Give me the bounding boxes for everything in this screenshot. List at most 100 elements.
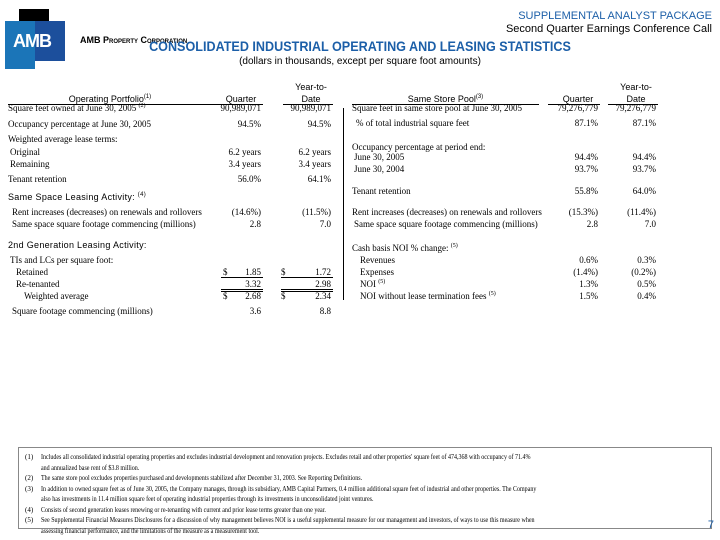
- row-label-text: Expenses: [360, 267, 394, 277]
- row-label-text: Weighted average lease terms:: [8, 134, 118, 144]
- conference-label: Second Quarter Earnings Conference Call: [505, 23, 712, 35]
- row-label: Occupancy percentage at June 30, 2005: [8, 119, 151, 129]
- quarter-value: 94.4%: [574, 152, 598, 162]
- quarter-value: 1.3%: [579, 279, 598, 289]
- ytd-value: 2.34: [315, 291, 331, 301]
- row-label: NOI (5): [360, 279, 385, 289]
- row-label-text: Weighted average: [24, 291, 89, 301]
- row-label: Rent increases (decreases) on renewals a…: [12, 207, 202, 217]
- quarter-value: 93.7%: [574, 164, 598, 174]
- page-subtitle: (dollars in thousands, except per square…: [239, 56, 481, 67]
- quarter-value: 2.8: [249, 219, 261, 229]
- footnote-text: and annualized base rent of $3.8 million…: [41, 463, 140, 472]
- page-number: 7: [707, 519, 714, 531]
- row-label-text: Cash basis NOI % change:: [352, 243, 449, 253]
- ytd-value: 87.1%: [632, 118, 656, 128]
- row-label: Square footage commencing (millions): [12, 306, 153, 316]
- footnote-ref: (5): [450, 243, 458, 249]
- footnote-number: (2): [25, 474, 34, 482]
- row-label-text: Occupancy percentage at period end:: [352, 142, 486, 152]
- company-name: AMB Property Corporation: [80, 35, 188, 45]
- quarter-value: 0.6%: [579, 255, 598, 265]
- row-label: % of total industrial square feet: [356, 118, 469, 128]
- ytd-value: (0.2%): [631, 267, 656, 277]
- header-rule: [608, 104, 658, 105]
- logo-text: AMB: [13, 31, 52, 51]
- row-label: 2nd Generation Leasing Activity:: [8, 240, 147, 250]
- row-label-text: NOI: [360, 279, 376, 289]
- total-rule: [221, 289, 263, 290]
- ytd-value: 64.1%: [307, 174, 331, 184]
- quarter-value: 6.2 years: [228, 147, 262, 157]
- row-label: June 30, 2005: [354, 152, 404, 162]
- row-label-text: Retained: [16, 267, 48, 277]
- package-label: SUPPLEMENTAL ANALYST PACKAGE: [518, 10, 712, 22]
- row-label-text: Remaining: [10, 159, 50, 169]
- quarter-value: 79,276,779: [557, 103, 599, 113]
- ytd-value: (11.5%): [302, 207, 331, 217]
- header-rule: [283, 104, 333, 105]
- col-quarter-header: Quarter: [225, 94, 257, 104]
- quarter-value: 3.6: [249, 306, 261, 316]
- section-title-text: Operating Portfolio: [68, 94, 144, 104]
- ytd-value: 90,989,071: [290, 103, 332, 113]
- footnote-ref: (4): [137, 192, 147, 198]
- footnote-number: (4): [25, 505, 34, 514]
- quarter-value: (15.3%): [568, 207, 598, 217]
- row-label-text: TIs and LCs per square foot:: [10, 255, 114, 265]
- header-rule: [8, 104, 212, 105]
- row-label: Square feet owned at June 30, 2005 (2): [8, 103, 145, 113]
- col-ytd-header: Year-to-: [295, 82, 327, 92]
- row-label-text: NOI without lease termination fees: [360, 291, 487, 301]
- row-label-text: Original: [10, 147, 40, 157]
- row-label: Same space square footage commencing (mi…: [354, 219, 538, 229]
- section-title-text: Same Store Pool: [407, 94, 476, 104]
- quarter-value: 3.4 years: [228, 159, 262, 169]
- footnote-ref: (3): [475, 94, 484, 100]
- row-label: Revenues: [360, 255, 395, 265]
- footnotes-box: (1) Includes all consolidated industrial …: [18, 447, 712, 535]
- quarter-value: 56.0%: [237, 174, 261, 184]
- quarter-value: 55.8%: [574, 186, 598, 196]
- row-label-text: Re-tenanted: [16, 279, 60, 289]
- row-label-text: Tenant retention: [8, 174, 67, 184]
- quarter-value: (14.6%): [231, 207, 261, 217]
- row-label-text: Same space square footage commencing (mi…: [12, 219, 196, 229]
- total-rule: [221, 291, 263, 292]
- row-label: Same space square footage commencing (mi…: [12, 219, 196, 229]
- quarter-value: 2.8: [586, 219, 598, 229]
- row-label-text: Tenant retention: [352, 186, 411, 196]
- ytd-value: 8.8: [319, 306, 331, 316]
- row-label-text: Square feet in same store pool at June 3…: [352, 103, 522, 113]
- ytd-value: 94.4%: [632, 152, 656, 162]
- col-ytd-header: Year-to-: [620, 82, 652, 92]
- header-rule: [548, 104, 600, 105]
- quarter-value: 90,989,071: [220, 103, 262, 113]
- row-label: Original: [10, 147, 40, 157]
- ytd-value: 94.5%: [307, 119, 331, 129]
- footnote-ref: (5): [488, 291, 496, 297]
- row-label: Re-tenanted: [16, 279, 59, 289]
- total-rule: [221, 277, 263, 278]
- currency-symbol: $: [281, 291, 286, 301]
- quarter-value: (1.4%): [573, 267, 598, 277]
- ytd-value: 0.3%: [637, 255, 656, 265]
- quarter-value: 2.68: [245, 291, 261, 301]
- currency-symbol: $: [223, 291, 228, 301]
- ytd-value: 0.4%: [637, 291, 656, 301]
- ytd-value: 93.7%: [632, 164, 656, 174]
- row-label: NOI without lease termination fees (5): [360, 291, 496, 301]
- quarter-value: 94.5%: [237, 119, 261, 129]
- ytd-value: 7.0: [319, 219, 331, 229]
- footnote-ref: (5): [378, 279, 386, 285]
- ytd-value: 2.98: [315, 279, 331, 289]
- ytd-value: 3.4 years: [298, 159, 332, 169]
- row-label: Rent increases (decreases) on renewals a…: [352, 207, 542, 217]
- col-ytd-header: Date: [301, 94, 321, 104]
- col-ytd-header: Date: [626, 94, 646, 104]
- section-title: Same Store Pool(3): [352, 94, 539, 104]
- footnote-text: The same store pool excludes properties …: [41, 474, 363, 482]
- row-label-text: Revenues: [360, 255, 395, 265]
- quarter-value: 1.85: [245, 267, 261, 277]
- footnote-ref: (1): [143, 94, 152, 100]
